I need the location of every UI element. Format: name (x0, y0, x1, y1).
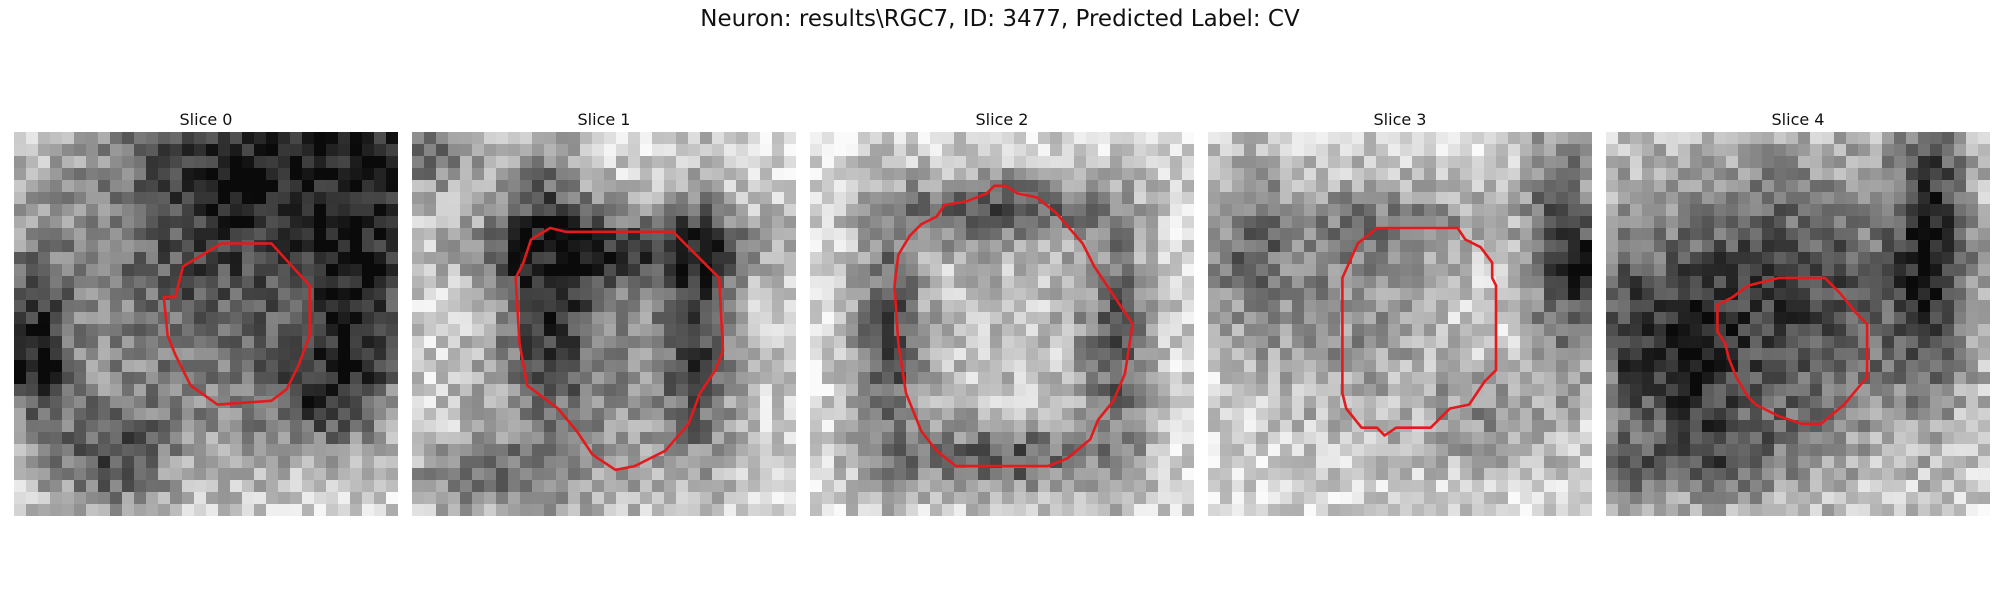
slice-title-3: Slice 3 (1373, 110, 1427, 129)
slice-title-2: Slice 2 (975, 110, 1029, 129)
slice-panel-0: Slice 0 (14, 108, 398, 516)
pixel-grid (810, 132, 1194, 516)
slice-image-4 (1606, 132, 1990, 516)
slice-title-4: Slice 4 (1771, 110, 1825, 129)
segmentation-contour (893, 184, 1134, 468)
pixel-grid (1606, 132, 1990, 516)
slice-image-3 (1208, 132, 1592, 516)
slice-image-2 (810, 132, 1194, 516)
segmentation-contour (1341, 226, 1498, 437)
slice-panel-4: Slice 4 (1606, 108, 1990, 516)
slice-panel-1: Slice 1 (412, 108, 796, 516)
segmentation-contour (1716, 276, 1869, 426)
slice-image-0 (14, 132, 398, 516)
slice-title-1: Slice 1 (577, 110, 631, 129)
slice-title-0: Slice 0 (179, 110, 233, 129)
slice-panel-2: Slice 2 (810, 108, 1194, 516)
segmentation-contour (162, 242, 312, 406)
pixel-grid (412, 132, 796, 516)
figure-title: Neuron: results\RGC7, ID: 3477, Predicte… (700, 6, 1300, 32)
pixel-grid (14, 132, 398, 516)
segmentation-contour (514, 226, 725, 472)
pixel-grid (1208, 132, 1592, 516)
slice-panel-3: Slice 3 (1208, 108, 1592, 516)
slice-image-1 (412, 132, 796, 516)
